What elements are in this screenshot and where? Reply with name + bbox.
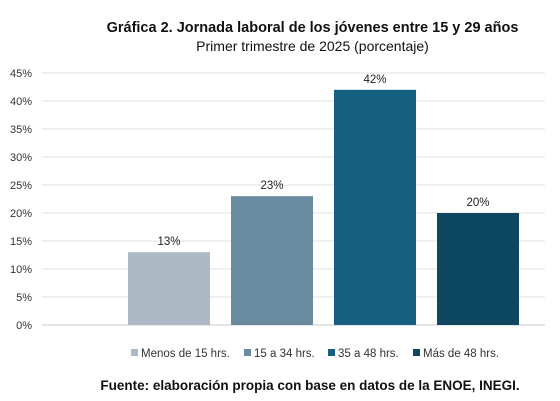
y-tick-label: 20%	[10, 208, 32, 220]
legend-label: Menos de 15 hrs.	[141, 348, 230, 360]
data-label: 20%	[466, 197, 489, 209]
legend-label: Más de 48 hrs.	[423, 348, 499, 360]
legend-swatch	[131, 349, 138, 356]
bar	[334, 89, 416, 325]
data-label: 42%	[363, 74, 386, 86]
y-tick-label: 0%	[16, 320, 32, 332]
data-label: 23%	[260, 180, 283, 192]
y-tick-label: 35%	[10, 124, 32, 136]
legend-label: 35 a 48 hrs.	[338, 348, 399, 360]
y-tick-label: 5%	[16, 292, 32, 304]
source-note: Fuente: elaboración propia con base en d…	[100, 378, 520, 393]
y-tick-label: 40%	[10, 96, 32, 108]
y-tick-label: 30%	[10, 152, 32, 164]
legend-swatch	[413, 349, 420, 356]
chart-subtitle: Primer trimestre de 2025 (porcentaje)	[196, 38, 429, 54]
legend-swatch	[328, 349, 335, 356]
y-tick-label: 15%	[10, 236, 32, 248]
y-tick-label: 25%	[10, 180, 32, 192]
bar	[128, 252, 210, 325]
chart-title: Gráfica 2. Jornada laboral de los jóvene…	[106, 20, 519, 36]
y-tick-label: 45%	[10, 68, 32, 80]
legend-swatch	[244, 349, 251, 356]
y-tick-label: 10%	[10, 264, 32, 276]
data-label: 13%	[157, 236, 180, 248]
legend-label: 15 a 34 hrs.	[254, 348, 315, 360]
bar	[231, 196, 313, 325]
bar	[437, 213, 519, 325]
